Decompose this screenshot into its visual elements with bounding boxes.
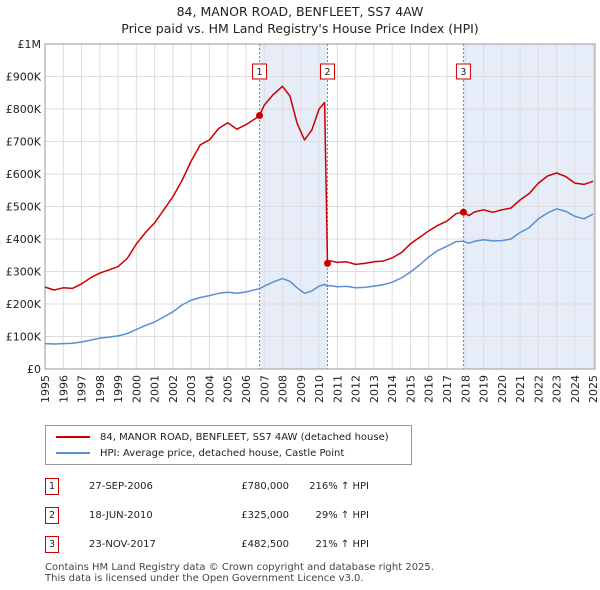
x-tick-label: 2018 — [459, 375, 472, 403]
x-tick-label: 2009 — [295, 375, 308, 403]
sale-label-number: 3 — [460, 67, 466, 78]
y-tick-label: £900K — [6, 71, 42, 84]
sale-point — [256, 112, 264, 119]
chart-subtitle: Price paid vs. HM Land Registry's House … — [121, 21, 479, 36]
footer-licence: This data is licensed under the Open Gov… — [45, 573, 364, 584]
x-tick-label: 2000 — [130, 375, 143, 403]
y-tick-label: £200K — [6, 298, 42, 311]
series-line-property — [44, 85, 594, 291]
x-tick-label: 2017 — [441, 375, 454, 403]
footer-copyright: Contains HM Land Registry data © Crown c… — [45, 562, 434, 573]
x-tick-label: 2019 — [478, 375, 491, 403]
table-row: 2 18-JUN-2010 £325,000 29% ↑ HPI — [45, 501, 369, 530]
x-tick-label: 2011 — [331, 375, 344, 403]
sale-label-number: 2 — [324, 67, 330, 78]
sale-hpi-change: 29% ↑ HPI — [315, 510, 369, 521]
x-tick-label: 2007 — [258, 375, 271, 403]
sale-label-number: 1 — [256, 67, 262, 78]
sales-table: 1 27-SEP-2006 £780,000 216% ↑ HPI 2 18-J… — [45, 472, 369, 559]
x-tick-label: 1997 — [76, 375, 89, 403]
sale-date: 18-JUN-2010 — [89, 510, 153, 521]
x-tick-label: 1999 — [112, 375, 125, 403]
x-tick-label: 2002 — [167, 375, 180, 403]
sale-price: £325,000 — [241, 510, 289, 521]
table-row: 3 23-NOV-2017 £482,500 21% ↑ HPI — [45, 530, 369, 559]
legend-item-hpi: HPI: Average price, detached house, Cast… — [56, 446, 344, 460]
y-tick-label: £400K — [6, 233, 42, 246]
x-tick-label: 2014 — [386, 375, 399, 403]
sale-hpi-change: 216% ↑ HPI — [309, 481, 369, 492]
sale-number-badge: 2 — [45, 507, 59, 524]
sale-price: £780,000 — [241, 481, 289, 492]
sale-point — [459, 208, 467, 216]
x-tick-label: 2010 — [313, 375, 326, 403]
x-tick-label: 1998 — [94, 375, 107, 403]
table-row: 1 27-SEP-2006 £780,000 216% ↑ HPI — [45, 472, 369, 501]
series-line-hpi — [44, 208, 594, 345]
legend-item-property: 84, MANOR ROAD, BENFLEET, SS7 4AW (detac… — [56, 430, 389, 444]
x-tick-label: 2005 — [222, 375, 235, 403]
sale-label-box — [252, 63, 268, 80]
legend-line-hpi — [56, 452, 90, 454]
chart-title: 84, MANOR ROAD, BENFLEET, SS7 4AW — [176, 4, 424, 19]
y-tick-label: £700K — [6, 136, 42, 149]
y-tick-label: £0 — [27, 363, 41, 376]
sale-date: 27-SEP-2006 — [89, 481, 153, 492]
sale-number-badge: 3 — [45, 536, 59, 553]
sale-price: £482,500 — [241, 539, 289, 550]
y-tick-label: £100K — [6, 331, 42, 344]
x-tick-label: 2001 — [149, 375, 162, 403]
legend-line-property — [56, 436, 90, 438]
x-tick-label: 2008 — [277, 375, 290, 403]
x-tick-label: 2023 — [551, 375, 564, 403]
x-tick-label: 1995 — [39, 375, 52, 403]
x-tick-label: 1996 — [57, 375, 70, 403]
x-tick-label: 2024 — [569, 375, 582, 403]
sale-number-badge: 1 — [45, 478, 59, 495]
x-tick-label: 2012 — [350, 375, 363, 403]
sale-point — [323, 259, 331, 267]
sale-label-box — [455, 63, 471, 80]
x-tick-label: 2021 — [514, 375, 527, 403]
x-tick-label: 2016 — [423, 375, 436, 403]
footer: Contains HM Land Registry data © Crown c… — [45, 562, 434, 584]
sale-date: 23-NOV-2017 — [89, 539, 156, 550]
x-tick-label: 2020 — [496, 375, 509, 403]
x-tick-label: 2022 — [532, 375, 545, 403]
x-tick-label: 2003 — [185, 375, 198, 403]
legend: 84, MANOR ROAD, BENFLEET, SS7 4AW (detac… — [45, 425, 412, 465]
plot-frame — [44, 43, 596, 370]
y-tick-label: £300K — [6, 266, 42, 279]
x-tick-label: 2006 — [240, 375, 253, 403]
x-tick-label: 2004 — [203, 375, 216, 403]
y-tick-label: £600K — [6, 168, 42, 181]
y-tick-label: £1M — [18, 38, 42, 51]
y-tick-label: £800K — [6, 103, 42, 116]
x-tick-label: 2025 — [587, 375, 600, 403]
legend-label-property: 84, MANOR ROAD, BENFLEET, SS7 4AW (detac… — [100, 431, 389, 443]
y-tick-label: £500K — [6, 201, 42, 214]
legend-label-hpi: HPI: Average price, detached house, Cast… — [100, 447, 345, 459]
sale-hpi-change: 21% ↑ HPI — [315, 539, 369, 550]
sale-label-box — [319, 63, 335, 80]
price-chart: £0 £100K £200K £300K £400K £500K £600K £700K £80… — [6, 38, 600, 403]
x-tick-label: 2015 — [404, 375, 417, 403]
x-tick-label: 2013 — [368, 375, 381, 403]
